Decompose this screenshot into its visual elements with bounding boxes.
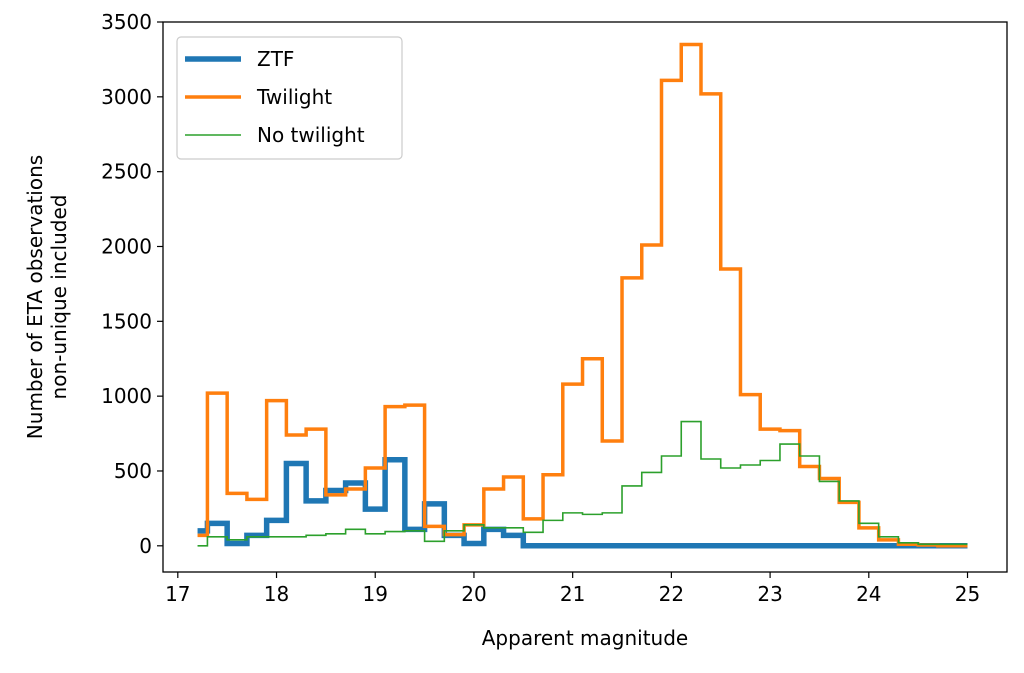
y-tick-label: 3500: [101, 10, 152, 34]
y-axis-label-line: Number of ETA observations: [23, 155, 47, 439]
x-tick-label: 17: [165, 582, 190, 606]
axes-layer: 17 18 19 20 21 22 23 24 25 0 500 1000 1500 2000 2500 30…: [23, 10, 1008, 650]
legend-label-twilight: Twilight: [256, 85, 332, 109]
y-tick-label: 2000: [101, 234, 152, 258]
x-tick-label: 19: [363, 582, 388, 606]
y-tick-label: 2500: [101, 160, 152, 184]
legend-label-ztf: ZTF: [257, 47, 294, 71]
x-tick-label: 21: [560, 582, 585, 606]
legend: ZTF Twilight No twilight: [176, 36, 403, 160]
x-tick-label: 24: [856, 582, 881, 606]
series-line-twilight: [197, 42, 968, 548]
y-axis-label-line: non-unique included: [47, 195, 71, 400]
x-tick-label: 18: [264, 582, 289, 606]
y-tick-label: 1500: [101, 309, 152, 333]
y-tick-label: 1000: [101, 384, 152, 408]
y-axis-label: Number of ETA observations non-unique inc…: [23, 155, 71, 439]
y-tick-label: 500: [114, 459, 152, 483]
x-tick-label: 20: [461, 582, 486, 606]
x-tick-label: 25: [955, 582, 980, 606]
series-line-ztf: [197, 457, 968, 549]
series-layer: [197, 42, 968, 549]
plot-frame: [162, 21, 1008, 573]
y-tick-label: 3000: [101, 85, 152, 109]
series-line-no-twilight: [197, 420, 968, 547]
x-tick-label: 22: [659, 582, 684, 606]
legend-label-no-twilight: No twilight: [257, 123, 365, 147]
y-tick-label: 0: [139, 534, 152, 558]
x-axis-label: Apparent magnitude: [482, 626, 688, 650]
legend-box: [176, 36, 403, 160]
x-tick-label: 23: [757, 582, 782, 606]
